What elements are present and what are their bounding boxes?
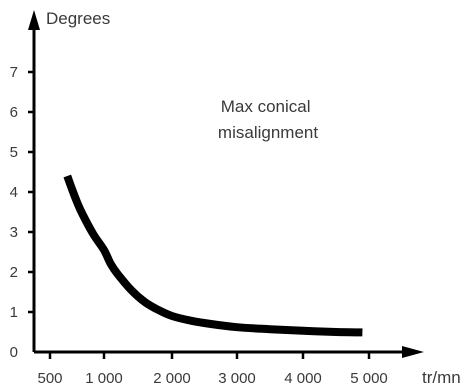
y-tick-label: 2 — [10, 264, 18, 281]
x-tick-label: 4 000 — [284, 370, 322, 386]
tick-labels: 0 1 2 3 4 5 6 7 500 1 000 2 000 3 000 4 000 5 000 — [10, 64, 388, 386]
x-tick-label: 1 000 — [85, 370, 123, 386]
misalignment-curve-0 — [63, 174, 363, 337]
y-tick-label: 5 — [10, 144, 18, 161]
y-tick-label: 3 — [10, 224, 18, 241]
y-axis-title: Degrees — [46, 9, 110, 28]
x-tick-label: 500 — [37, 370, 62, 386]
x-tick-label: 2 000 — [153, 370, 191, 386]
y-tick-label: 1 — [10, 304, 18, 321]
axes — [28, 10, 424, 358]
y-tick-label: 0 — [10, 344, 18, 361]
x-tick-label: 5 000 — [350, 370, 388, 386]
y-tick-label: 4 — [10, 184, 18, 201]
tick-marks — [28, 70, 371, 359]
y-tick-label: 6 — [10, 104, 18, 121]
series-layer — [63, 174, 363, 337]
x-axis-title: tr/mn — [422, 368, 461, 386]
annotation: Max conical misalignment — [218, 97, 318, 142]
y-axis-arrow — [28, 10, 40, 30]
x-axis-arrow — [402, 346, 424, 358]
x-tick-label: 3 000 — [218, 370, 256, 386]
annotation-line-1: Max conical — [221, 97, 311, 116]
annotation-line-2: misalignment — [218, 123, 318, 142]
y-tick-label: 7 — [10, 64, 18, 81]
